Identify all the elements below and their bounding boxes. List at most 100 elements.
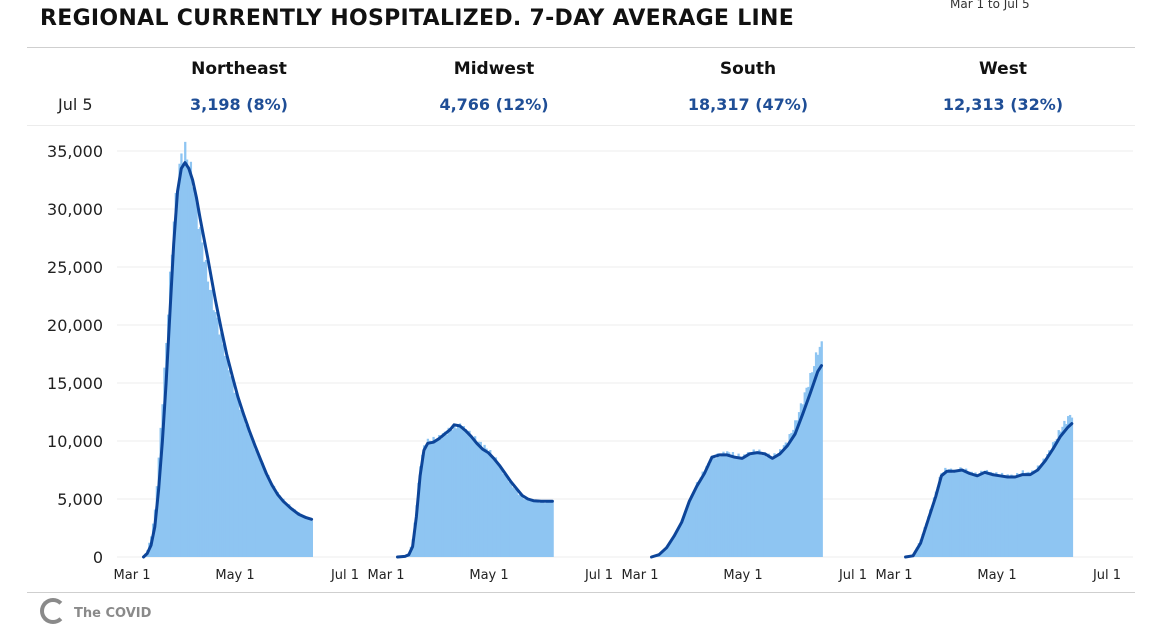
y-tick-label: 35,000 xyxy=(47,142,103,161)
date-range-label: Mar 1 to Jul 5 xyxy=(950,0,1030,11)
daily-bar xyxy=(790,432,793,557)
daily-bar xyxy=(692,492,695,557)
daily-bar xyxy=(754,452,757,557)
x-tick-label: Jul 1 xyxy=(838,568,867,583)
logo-text: The COVID xyxy=(74,606,152,621)
daily-bar xyxy=(997,474,1000,557)
daily-bar xyxy=(271,483,274,557)
daily-bar xyxy=(1016,472,1019,557)
daily-bar xyxy=(424,446,428,557)
x-tick-label: Jul 1 xyxy=(1092,568,1121,583)
daily-bar xyxy=(460,429,464,557)
daily-bar xyxy=(1061,426,1064,557)
daily-bar xyxy=(930,505,934,557)
daily-bar xyxy=(970,471,973,557)
daily-bar xyxy=(551,500,554,557)
daily-bar xyxy=(724,455,727,557)
daily-bar xyxy=(447,427,450,557)
average-line xyxy=(396,423,554,559)
daily-bar xyxy=(235,393,238,557)
daily-bar xyxy=(726,451,729,557)
daily-bar xyxy=(682,517,685,557)
daily-bar xyxy=(1057,430,1060,557)
daily-bar xyxy=(807,386,810,557)
daily-bar xyxy=(786,443,789,557)
daily-bar xyxy=(547,502,550,557)
daily-bar xyxy=(182,163,185,557)
daily-bar xyxy=(773,453,776,557)
daily-bar xyxy=(528,500,532,557)
daily-bar xyxy=(820,341,823,557)
daily-bar xyxy=(968,471,972,557)
daily-bar xyxy=(737,453,740,557)
daily-bar xyxy=(1042,458,1045,557)
daily-bar xyxy=(921,534,924,557)
daily-bar xyxy=(180,153,183,557)
daily-bar xyxy=(176,189,179,557)
daily-bar xyxy=(760,454,763,557)
daily-bar xyxy=(280,499,283,557)
daily-bar xyxy=(286,504,289,557)
daily-bar xyxy=(1036,465,1040,557)
daily-bar xyxy=(216,317,219,557)
daily-bar xyxy=(299,514,302,557)
daily-bar xyxy=(430,442,433,557)
x-tick-label: Jul 1 xyxy=(330,568,359,583)
daily-bar xyxy=(701,471,704,557)
x-tick-label: May 1 xyxy=(723,568,762,583)
daily-bar xyxy=(519,494,522,557)
daily-bar xyxy=(238,409,242,557)
y-tick-label: 25,000 xyxy=(47,258,103,277)
daily-bar xyxy=(932,497,936,557)
daily-bar xyxy=(743,454,746,557)
daily-bar xyxy=(517,494,520,557)
daily-bar xyxy=(678,525,682,557)
daily-bar xyxy=(246,423,249,557)
daily-bar xyxy=(1019,474,1023,557)
daily-bar xyxy=(987,474,990,557)
daily-bar xyxy=(257,455,261,557)
daily-bar xyxy=(261,462,264,557)
daily-bar xyxy=(745,457,748,557)
daily-bar xyxy=(1031,470,1034,557)
average-line xyxy=(142,161,314,559)
daily-bar xyxy=(219,332,223,557)
daily-bar xyxy=(455,428,458,557)
daily-bar xyxy=(816,354,820,557)
daily-bar xyxy=(458,423,462,557)
daily-bar xyxy=(1048,450,1051,557)
daily-bar xyxy=(1006,474,1009,557)
daily-bar xyxy=(289,508,293,557)
daily-bar xyxy=(809,373,812,557)
x-tick-label: May 1 xyxy=(977,568,1016,583)
daily-bar xyxy=(803,392,806,557)
daily-bar xyxy=(526,499,530,557)
daily-bar xyxy=(170,254,174,557)
daily-bar xyxy=(959,467,962,557)
daily-bar xyxy=(545,500,549,557)
daily-bar xyxy=(208,289,211,557)
daily-bar xyxy=(193,194,196,557)
daily-bar xyxy=(963,470,966,557)
daily-bar xyxy=(671,538,674,557)
daily-bar xyxy=(509,481,513,557)
daily-bar xyxy=(792,429,795,557)
header-divider xyxy=(27,47,1135,48)
daily-bar xyxy=(538,502,541,557)
daily-bar xyxy=(919,539,922,557)
daily-bar xyxy=(265,474,268,557)
daily-bar xyxy=(762,452,765,557)
daily-bar xyxy=(199,227,202,557)
daily-bar xyxy=(949,468,953,557)
daily-bar xyxy=(481,448,484,557)
daily-bar xyxy=(231,379,234,557)
daily-bar xyxy=(274,491,278,557)
daily-bar xyxy=(818,346,821,557)
daily-bar xyxy=(178,163,181,558)
daily-bar xyxy=(502,474,505,557)
y-tick-label: 10,000 xyxy=(47,432,103,451)
daily-bar xyxy=(197,228,200,557)
daily-bar xyxy=(489,450,492,557)
daily-bar xyxy=(155,486,159,557)
daily-bar xyxy=(417,482,420,557)
